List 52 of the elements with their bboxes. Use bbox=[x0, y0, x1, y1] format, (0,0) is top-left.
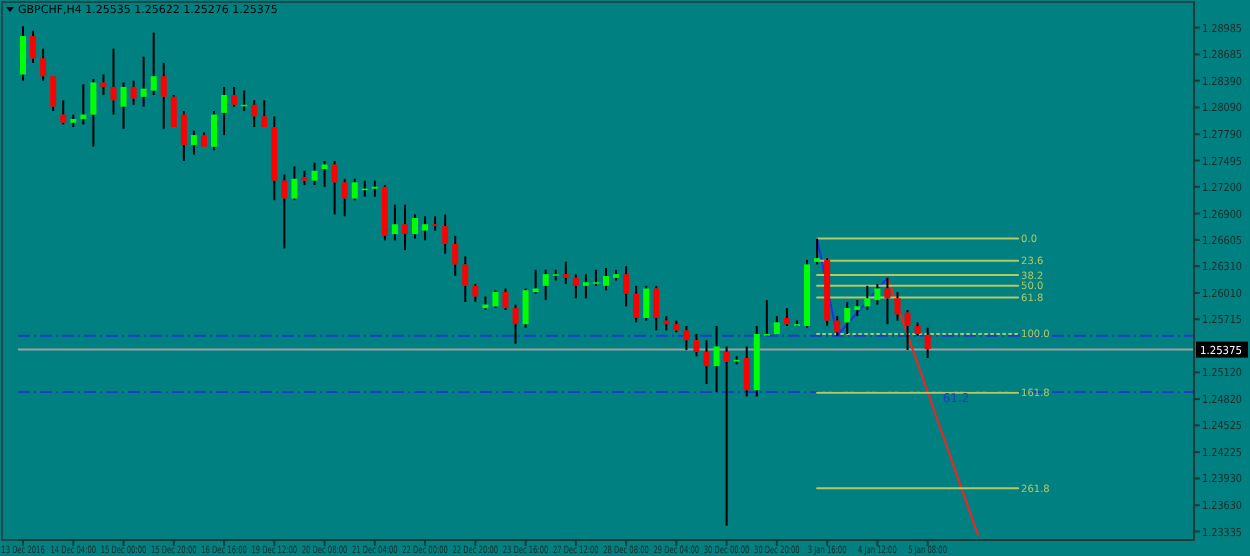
candlestick bbox=[160, 61, 167, 130]
candlestick bbox=[120, 81, 127, 130]
candlestick bbox=[251, 99, 258, 129]
candlestick bbox=[391, 203, 398, 242]
candlestick bbox=[894, 291, 901, 322]
candlestick bbox=[140, 55, 147, 108]
candlestick bbox=[522, 287, 529, 329]
candlestick bbox=[824, 257, 831, 327]
candlestick bbox=[532, 268, 539, 295]
candlestick bbox=[844, 300, 851, 335]
candlestick bbox=[572, 273, 579, 300]
candlestick bbox=[291, 165, 298, 202]
candlestick bbox=[723, 345, 730, 527]
candlestick bbox=[783, 307, 790, 327]
candlestick bbox=[442, 213, 449, 255]
line-series bbox=[886, 276, 979, 536]
candlestick bbox=[753, 324, 760, 398]
candlestick bbox=[100, 73, 107, 96]
candlestick bbox=[864, 284, 871, 311]
candlestick bbox=[743, 345, 750, 398]
candlestick bbox=[110, 47, 117, 116]
candlestick bbox=[271, 115, 278, 202]
candlestick bbox=[40, 47, 47, 82]
candlestick bbox=[924, 326, 931, 360]
candlestick bbox=[231, 85, 238, 108]
candlestick bbox=[422, 215, 429, 242]
candlestick bbox=[432, 215, 439, 232]
candlestick bbox=[884, 276, 891, 326]
candlestick bbox=[623, 265, 630, 308]
candlestick bbox=[281, 173, 288, 250]
candlestick bbox=[452, 234, 459, 278]
candlestick bbox=[401, 203, 408, 252]
candlestick bbox=[854, 299, 861, 318]
candlestick bbox=[904, 308, 911, 352]
candlestick bbox=[562, 260, 569, 286]
candlestick bbox=[30, 29, 37, 64]
candlestick bbox=[462, 255, 469, 303]
candlestick bbox=[492, 289, 499, 310]
candlestick bbox=[582, 273, 589, 300]
candlestick bbox=[130, 79, 137, 106]
candlestick bbox=[331, 159, 338, 216]
candlestick bbox=[914, 321, 921, 337]
candlestick bbox=[713, 324, 720, 393]
candlestick bbox=[472, 283, 479, 303]
candlestick bbox=[371, 179, 378, 198]
candlestick bbox=[703, 339, 710, 385]
candlestick bbox=[20, 25, 27, 82]
candlestick bbox=[502, 287, 509, 311]
candlestick bbox=[180, 110, 187, 162]
candlestick bbox=[412, 213, 419, 240]
candlestick bbox=[834, 315, 841, 337]
candlestick bbox=[221, 85, 228, 137]
